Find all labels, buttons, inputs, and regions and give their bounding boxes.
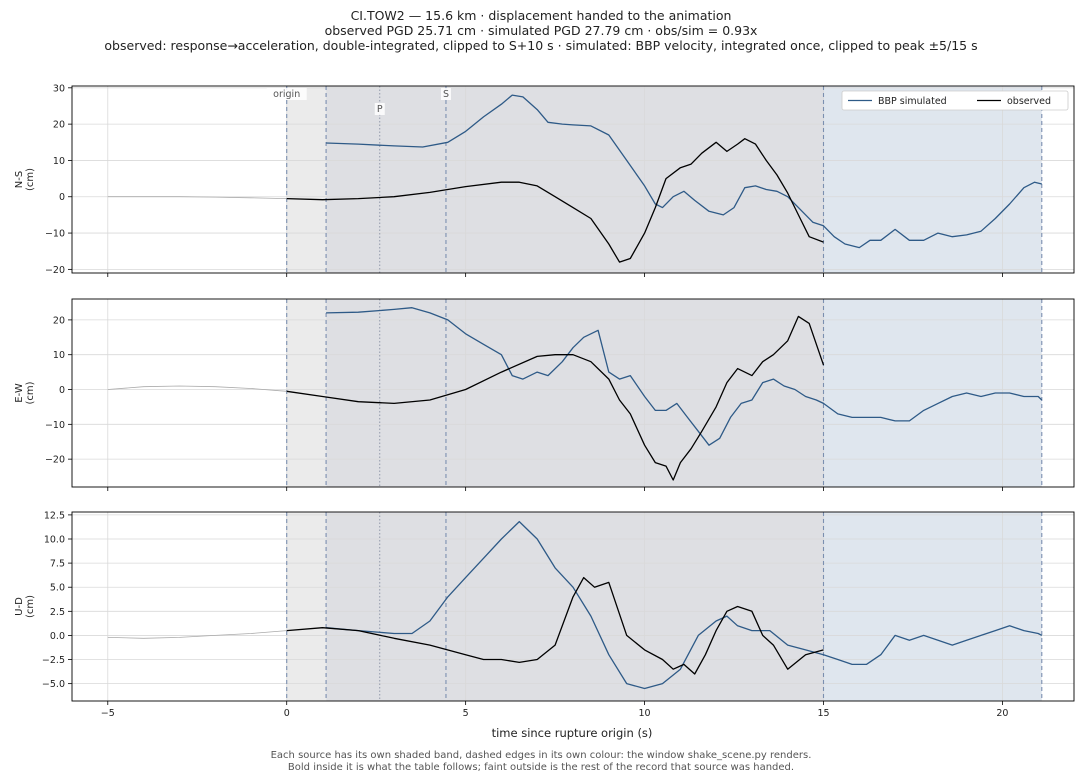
y-tick-label: −20 bbox=[45, 265, 65, 276]
legend-simulated-label: BBP simulated bbox=[878, 96, 947, 107]
y-tick-label: −2.5 bbox=[42, 655, 65, 666]
y-axis-label-line: N-S bbox=[14, 171, 25, 188]
panel-1: −20 −10 0 10 20 30 N-S(cm) origin P S BBP simulate… bbox=[14, 83, 1075, 277]
title-line-2: observed PGD 25.71 cm · simulated PGD 27… bbox=[325, 23, 758, 38]
x-tick-label: −5 bbox=[101, 708, 115, 719]
y-tick-label: 10.0 bbox=[44, 535, 65, 546]
s-label: S bbox=[443, 89, 449, 100]
panel-2: −20 −10 0 10 20 E-W(cm) bbox=[14, 298, 1075, 491]
x-tick-label: 0 bbox=[284, 708, 290, 719]
y-axis-label: E-W(cm) bbox=[14, 381, 36, 404]
x-tick-label: 5 bbox=[463, 708, 469, 719]
y-tick-label: −20 bbox=[45, 455, 65, 466]
p-label-bg bbox=[374, 103, 385, 115]
y-axis-label-line: (cm) bbox=[25, 381, 36, 404]
y-tick-label: 10 bbox=[53, 156, 65, 167]
title-line-3: observed: response→acceleration, double-… bbox=[104, 38, 977, 53]
x-tick-label: 15 bbox=[817, 708, 829, 719]
legend-box bbox=[841, 90, 1069, 111]
plot-frame bbox=[71, 298, 1075, 488]
observed-faint-series-line bbox=[107, 630, 287, 639]
y-tick-label: 12.5 bbox=[44, 510, 65, 521]
y-axis-label-line: (cm) bbox=[25, 168, 36, 191]
y-axis-label-line: (cm) bbox=[25, 595, 36, 618]
y-tick-label: −10 bbox=[45, 420, 65, 431]
y-tick-label: 0 bbox=[59, 192, 65, 203]
origin-label: origin bbox=[273, 89, 300, 100]
plot-frame bbox=[71, 85, 1075, 274]
observed-window-band bbox=[286, 299, 327, 487]
observed-series-line bbox=[286, 315, 825, 481]
simulated-window-band bbox=[823, 86, 1042, 273]
observed-window-band bbox=[286, 86, 327, 273]
overlap-window-band bbox=[326, 299, 824, 487]
y-tick-label: 30 bbox=[53, 83, 65, 94]
panel-3: −5.0 −2.5 0.0 2.5 5.0 7.5 10.0 12.5 U-D(cm) −5 0 5 1… bbox=[14, 510, 1075, 719]
y-axis-label: U-D(cm) bbox=[14, 595, 36, 618]
observed-series-line bbox=[286, 138, 824, 263]
y-tick-label: 5.0 bbox=[50, 583, 65, 594]
y-tick-label: 10 bbox=[53, 350, 65, 361]
origin-label-bg bbox=[266, 88, 307, 100]
y-tick-label: 7.5 bbox=[50, 559, 65, 570]
y-tick-label: 0 bbox=[59, 385, 65, 396]
caption-line-1: Each source has its own shaded band, das… bbox=[271, 750, 812, 761]
y-tick-label: 2.5 bbox=[50, 607, 65, 618]
legend-observed-label: observed bbox=[1007, 96, 1051, 107]
y-tick-label: 0.0 bbox=[50, 631, 65, 642]
simulated-series-line bbox=[326, 94, 1042, 249]
y-axis-label-line: U-D bbox=[14, 597, 25, 616]
title-block: CI.TOW2 — 15.6 km · displacement handed … bbox=[104, 8, 977, 53]
overlap-window-band bbox=[326, 512, 824, 701]
observed-series-line bbox=[286, 576, 824, 675]
y-axis-label: N-S(cm) bbox=[14, 168, 36, 191]
simulated-series-line bbox=[326, 520, 1043, 690]
y-tick-label: 20 bbox=[53, 315, 65, 326]
simulated-window-band bbox=[823, 512, 1042, 701]
overlap-window-band bbox=[326, 86, 824, 273]
caption-line-2: Bold inside it is what the table follows… bbox=[288, 762, 794, 773]
observed-faint-series-line bbox=[107, 385, 287, 392]
y-axis-label-line: E-W bbox=[14, 383, 25, 403]
p-label: P bbox=[377, 104, 383, 115]
y-tick-label: −5.0 bbox=[42, 679, 65, 690]
caption: Each source has its own shaded band, das… bbox=[271, 750, 812, 773]
legend: BBP simulated observed bbox=[841, 90, 1069, 111]
observed-faint-series-line bbox=[107, 196, 287, 199]
title-line-1: CI.TOW2 — 15.6 km · displacement handed … bbox=[351, 8, 732, 23]
s-label-bg bbox=[440, 88, 451, 100]
x-tick-label: 20 bbox=[996, 708, 1008, 719]
simulated-series-line bbox=[326, 307, 1043, 446]
y-tick-label: 20 bbox=[53, 120, 65, 131]
y-tick-label: −10 bbox=[45, 229, 65, 240]
x-axis-label: time since rupture origin (s) bbox=[492, 726, 653, 740]
x-tick-label: 10 bbox=[639, 708, 651, 719]
plot-frame bbox=[71, 511, 1075, 702]
observed-window-band bbox=[286, 512, 327, 701]
